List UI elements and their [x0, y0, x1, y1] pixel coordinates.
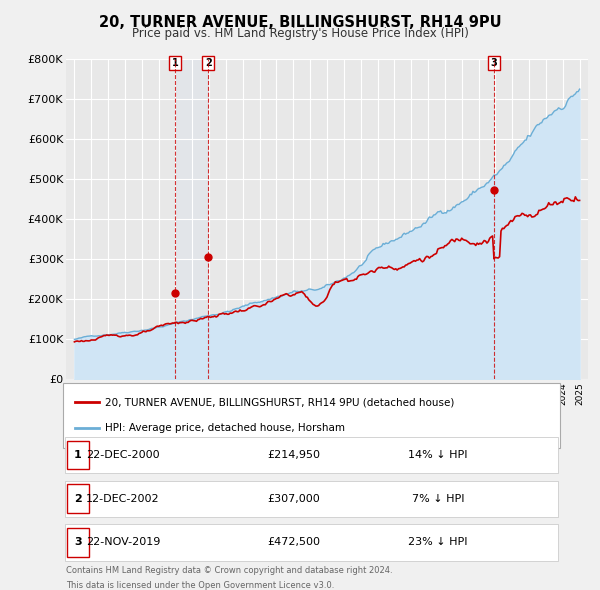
Text: 1: 1 — [172, 58, 178, 68]
Text: Price paid vs. HM Land Registry's House Price Index (HPI): Price paid vs. HM Land Registry's House … — [131, 27, 469, 40]
Text: 2: 2 — [205, 58, 212, 68]
Text: 22-DEC-2000: 22-DEC-2000 — [86, 450, 160, 460]
Text: £472,500: £472,500 — [268, 537, 320, 548]
Text: 23% ↓ HPI: 23% ↓ HPI — [408, 537, 468, 548]
Text: £307,000: £307,000 — [268, 494, 320, 504]
Text: 1: 1 — [74, 450, 82, 460]
Text: 7% ↓ HPI: 7% ↓ HPI — [412, 494, 464, 504]
Text: 3: 3 — [490, 58, 497, 68]
Text: 2: 2 — [74, 494, 82, 504]
Bar — [175, 59, 208, 379]
Text: This data is licensed under the Open Government Licence v3.0.: This data is licensed under the Open Gov… — [66, 581, 334, 590]
Text: 12-DEC-2002: 12-DEC-2002 — [86, 494, 160, 504]
Text: 14% ↓ HPI: 14% ↓ HPI — [408, 450, 468, 460]
Text: Contains HM Land Registry data © Crown copyright and database right 2024.: Contains HM Land Registry data © Crown c… — [66, 566, 392, 575]
Text: 22-NOV-2019: 22-NOV-2019 — [86, 537, 160, 548]
Text: 3: 3 — [74, 537, 82, 548]
Text: £214,950: £214,950 — [268, 450, 320, 460]
Text: 20, TURNER AVENUE, BILLINGSHURST, RH14 9PU: 20, TURNER AVENUE, BILLINGSHURST, RH14 9… — [98, 15, 502, 30]
Text: 20, TURNER AVENUE, BILLINGSHURST, RH14 9PU (detached house): 20, TURNER AVENUE, BILLINGSHURST, RH14 9… — [105, 397, 454, 407]
Text: HPI: Average price, detached house, Horsham: HPI: Average price, detached house, Hors… — [105, 423, 345, 433]
